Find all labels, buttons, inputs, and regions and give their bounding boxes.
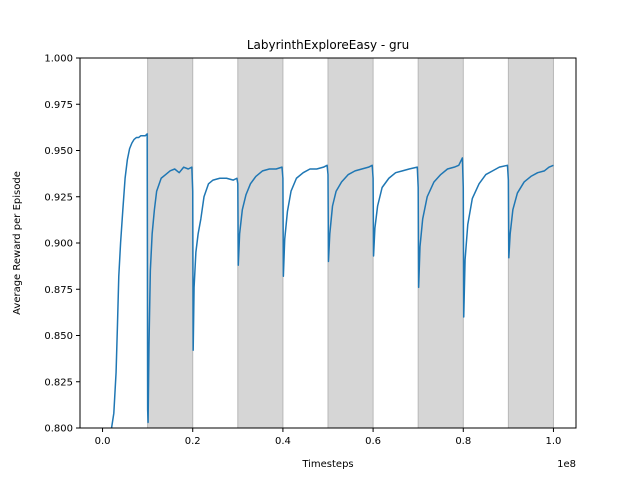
y-tick-label: 0.900 [44, 239, 73, 250]
x-tick-label: 0.6 [365, 436, 381, 447]
shaded-region-4 [417, 57, 464, 429]
y-tick-label: 0.950 [44, 146, 73, 157]
x-tick-label: 0.4 [275, 436, 291, 447]
x-tick-label: 0.8 [455, 436, 471, 447]
x-tick-label: 0.0 [95, 436, 111, 447]
series-line-1 [110, 133, 554, 428]
y-axis-label: Average Reward per Episode [12, 171, 23, 315]
y-tick-label: 0.825 [44, 377, 73, 388]
y-tick-label: 1.000 [44, 54, 73, 65]
chart-title: LabyrinthExploreEasy - gru [247, 38, 409, 52]
x-axis-offset-label: 1e8 [557, 459, 576, 470]
y-tick-label: 0.875 [44, 285, 73, 296]
y-tick-label: 0.925 [44, 192, 73, 203]
x-axis-label: Timesteps [301, 459, 353, 470]
shaded-region-2 [237, 57, 284, 429]
y-tick-label: 0.975 [44, 100, 73, 111]
x-tick-label: 0.2 [185, 436, 201, 447]
y-axis-ticks: 0.800 0.825 0.850 0.875 0.900 0.925 0.950 0.975… [44, 54, 80, 435]
series-lines [110, 133, 554, 428]
shaded-region-5 [507, 57, 554, 429]
shaded-region-3 [327, 57, 374, 429]
y-tick-label: 0.850 [44, 331, 73, 342]
shaded-region-1 [147, 57, 194, 429]
x-tick-label: 1.0 [546, 436, 562, 447]
x-axis-ticks: 0.0 0.2 0.4 0.6 0.8 1.0 [95, 428, 562, 447]
shaded-regions [147, 57, 554, 429]
y-tick-label: 0.800 [44, 424, 73, 435]
